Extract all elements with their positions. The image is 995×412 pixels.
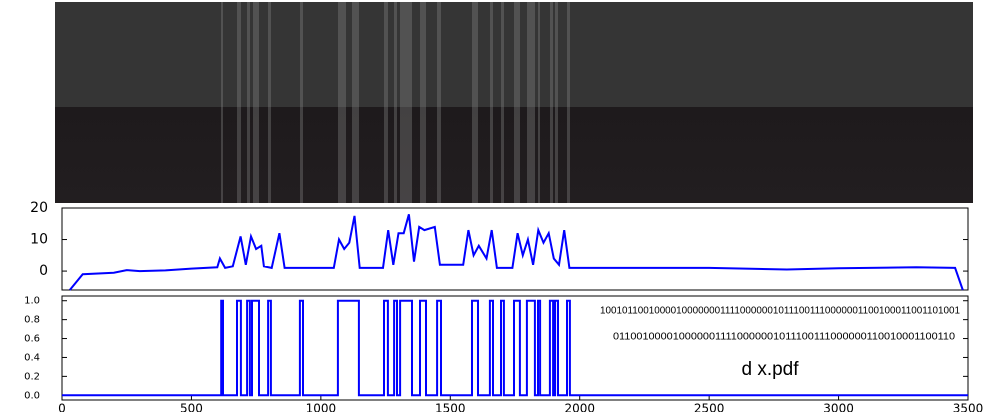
y-tick-label: 0 [39, 263, 48, 279]
y-tick-label: 0.2 [24, 371, 40, 382]
annotation: 1001011001000010000000111100000010111001… [600, 306, 960, 317]
y-tick-label: 0.0 [24, 390, 40, 401]
x-tick-label: 3000 [823, 402, 854, 412]
x-tick-label: 3500 [953, 402, 984, 412]
y-tick-label: 0.6 [24, 334, 40, 345]
x-tick-label: 1500 [435, 402, 466, 412]
annotation: d x.pdf [741, 359, 799, 380]
y-tick-label: 0.8 [24, 315, 40, 326]
y-tick-label: 10 [30, 232, 48, 248]
spectrum-image [55, 2, 973, 203]
x-tick-label: 0 [58, 402, 66, 412]
data-line [62, 299, 968, 397]
plot-area [69, 214, 964, 291]
data-line [69, 214, 964, 291]
plot-frame [61, 207, 969, 291]
x-tick-label: 2500 [694, 402, 725, 412]
y-tick-label: 0.4 [24, 352, 40, 363]
y-tick-label: 20 [30, 200, 48, 216]
plot-area [62, 299, 968, 397]
x-tick-label: 2000 [564, 402, 595, 412]
annotation: 0110010000100000011110000001011100111000… [613, 332, 955, 343]
x-tick-label: 500 [180, 402, 203, 412]
x-tick-label: 1000 [306, 402, 337, 412]
y-tick-label: 1.0 [24, 296, 40, 307]
